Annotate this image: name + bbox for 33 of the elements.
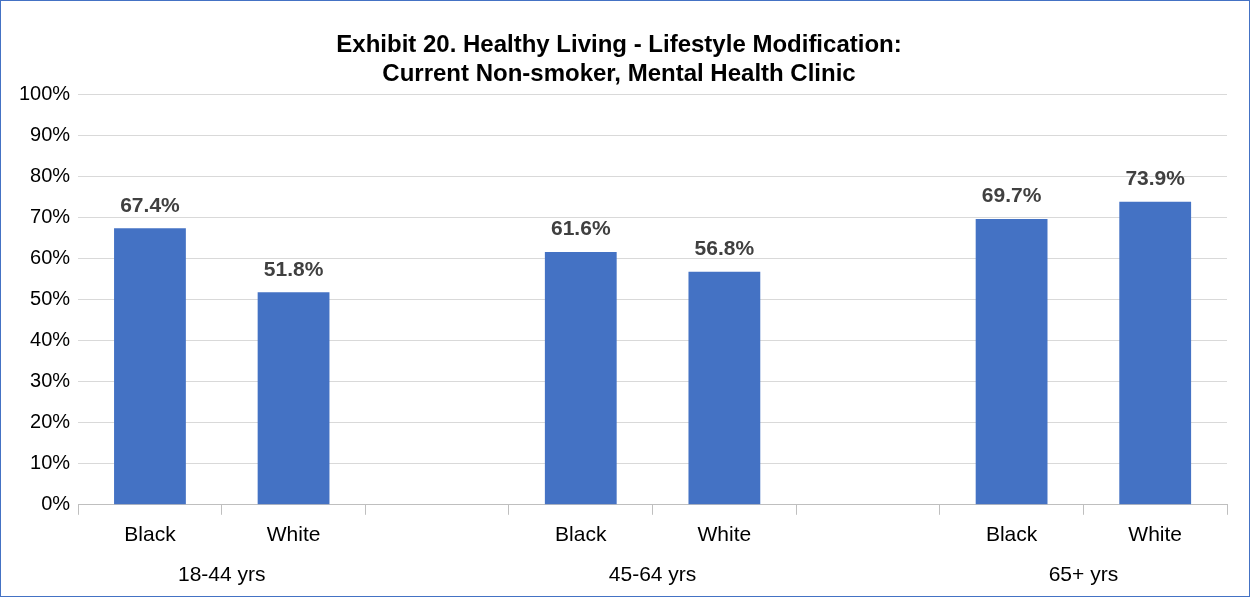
y-tick-label: 60% (30, 246, 71, 269)
data-label: 56.8% (694, 236, 755, 260)
y-tick-label: 40% (30, 328, 71, 351)
x-tick-label: White (266, 522, 321, 546)
y-tick-label: 0% (41, 492, 71, 515)
data-label: 69.7% (981, 183, 1042, 207)
y-tick-label: 50% (30, 287, 71, 310)
y-tick-label: 70% (30, 205, 71, 228)
y-tick-label: 10% (30, 451, 71, 474)
data-label: 67.4% (120, 192, 181, 216)
y-tick-label: 100% (19, 82, 71, 105)
y-tick-label: 80% (30, 164, 71, 187)
data-label: 61.6% (551, 216, 611, 240)
text: 65+ yrs (1048, 561, 1119, 585)
data-label: 73.9% (1125, 165, 1186, 189)
text: 45-64 yrs (608, 561, 697, 585)
y-tick-label: 20% (30, 410, 71, 433)
y-tick-label: 90% (30, 123, 71, 146)
bar (544, 252, 617, 505)
data-label: 51.8% (263, 256, 324, 280)
chart-title: Exhibit 20. Healthy Living - Lifestyle Modification: Current Non-smoker, Mental Health Clinic (336, 30, 902, 86)
bar (114, 228, 186, 505)
bar (1119, 201, 1192, 505)
x-tick-label: Black (555, 522, 607, 546)
y-tick-label: 30% (30, 369, 71, 392)
x-tick-label: Black (124, 522, 177, 546)
x-tick-label: White (1128, 522, 1183, 546)
x-tick-label: Black (985, 522, 1038, 546)
bar (257, 292, 330, 505)
x-tick-label: White (697, 522, 752, 546)
bar (688, 271, 761, 505)
text: 18-44 yrs (177, 561, 266, 585)
bar (975, 218, 1048, 505)
